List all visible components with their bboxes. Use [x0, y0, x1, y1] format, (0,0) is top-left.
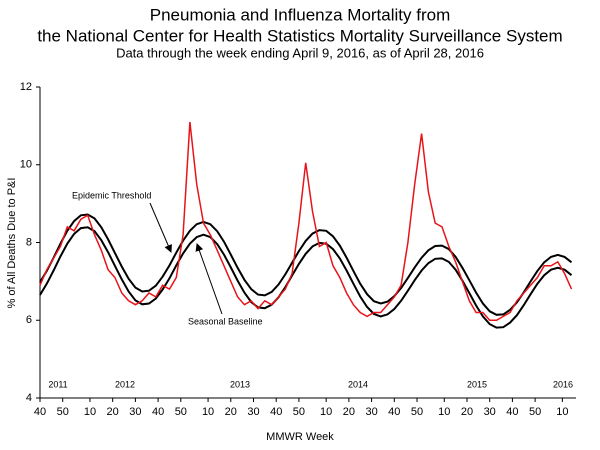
x-tick-label: 50: [411, 406, 423, 418]
year-label: 2012: [115, 379, 135, 389]
x-tick-label: 40: [388, 406, 400, 418]
chart-title: Pneumonia and Influenza Mortality from: [150, 5, 451, 24]
x-tick-label: 10: [202, 406, 214, 418]
x-tick-label: 30: [247, 406, 259, 418]
x-tick-label: 30: [129, 406, 141, 418]
x-tick-label: 30: [484, 406, 496, 418]
annotation: Epidemic Threshold: [72, 190, 151, 200]
y-tick-label: 12: [20, 81, 32, 93]
x-tick-label: 50: [175, 406, 187, 418]
series-line: [39, 226, 573, 329]
annotation: Seasonal Baseline: [188, 316, 263, 326]
chart-subtitle: Data through the week ending April 9, 20…: [116, 45, 484, 60]
x-tick-label: 10: [320, 406, 332, 418]
chart-title: the National Center for Health Statistic…: [37, 26, 562, 45]
year-label: 2014: [348, 379, 368, 389]
annotation-arrow: [149, 202, 172, 253]
y-axis-label: % of All Deaths Due to P&I: [6, 178, 18, 309]
y-tick-label: 6: [26, 314, 32, 326]
y-tick-label: 8: [26, 236, 32, 248]
x-tick-label: 10: [556, 406, 568, 418]
x-tick-label: 50: [57, 406, 69, 418]
year-label: 2016: [553, 379, 573, 389]
x-tick-label: 50: [529, 406, 541, 418]
x-tick-label: 20: [461, 406, 473, 418]
x-tick-label: 50: [293, 406, 305, 418]
series-line: [39, 121, 573, 322]
x-tick-label: 30: [365, 406, 377, 418]
annotation-arrow: [195, 243, 223, 315]
x-axis-label: MMWR Week: [266, 431, 334, 443]
year-label: 2015: [467, 379, 487, 389]
series-line: [39, 213, 573, 316]
x-tick-label: 10: [84, 406, 96, 418]
x-tick-label: 40: [506, 406, 518, 418]
x-tick-label: 10: [438, 406, 450, 418]
year-label: 2013: [230, 379, 250, 389]
x-tick-label: 20: [225, 406, 237, 418]
x-tick-label: 40: [270, 406, 282, 418]
x-tick-label: 20: [343, 406, 355, 418]
x-tick-label: 20: [107, 406, 119, 418]
year-label: 2011: [48, 379, 67, 389]
x-tick-label: 40: [34, 406, 46, 418]
x-tick-label: 40: [152, 406, 164, 418]
y-tick-label: 4: [26, 392, 32, 404]
y-tick-label: 10: [20, 159, 32, 171]
